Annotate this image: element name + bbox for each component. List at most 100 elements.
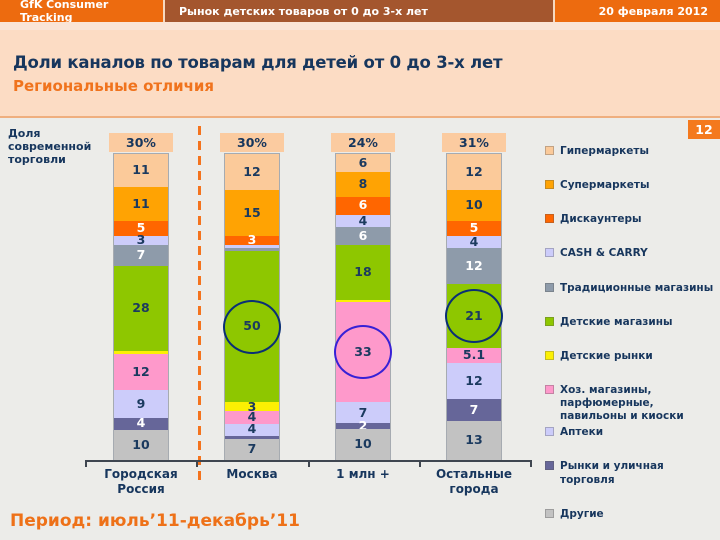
modern-trade-share-box: 30% bbox=[109, 133, 173, 152]
legend-item: Детские магазины bbox=[545, 316, 717, 329]
bar-segment: 15 bbox=[225, 190, 279, 236]
header-date: 20 февраля 2012 bbox=[555, 0, 720, 22]
legend-swatch bbox=[545, 316, 554, 326]
segment-value-label: 12 bbox=[465, 372, 483, 388]
header-report-title: Рынок детских товаров от 0 до 3-х лет bbox=[163, 0, 555, 22]
bar-segment: 12 bbox=[447, 247, 501, 285]
category-label: Остальные города bbox=[435, 467, 513, 496]
modern-trade-share-box: 30% bbox=[220, 133, 284, 152]
segment-value-label: 4 bbox=[469, 233, 479, 249]
sub-header-strip bbox=[0, 22, 720, 30]
segment-value-label: 7 bbox=[469, 401, 479, 417]
legend-swatch bbox=[545, 248, 554, 258]
legend-item: Традиционные магазины bbox=[545, 282, 717, 295]
bar-segment: 7 bbox=[114, 244, 168, 267]
bar-segment bbox=[336, 300, 390, 302]
emphasis-circle bbox=[334, 324, 392, 379]
bar-segment: 8 bbox=[336, 172, 390, 197]
legend-swatch bbox=[545, 427, 554, 437]
legend-label: Традиционные магазины bbox=[560, 281, 714, 294]
bar-segment: 4 bbox=[336, 212, 390, 228]
bar-segment: 4 bbox=[114, 417, 168, 430]
legend-swatch bbox=[545, 384, 554, 394]
segment-value-label: 7 bbox=[136, 247, 146, 263]
segment-value-label: 18 bbox=[354, 264, 372, 280]
segment-value-label: 6 bbox=[358, 197, 368, 213]
bar-segment: 10 bbox=[336, 429, 390, 460]
bar-segment bbox=[225, 247, 279, 251]
modern-trade-share-box: 24% bbox=[331, 133, 395, 152]
bar-segment: 2 bbox=[336, 420, 390, 432]
bar-segment: 12 bbox=[225, 154, 279, 191]
segment-value-label: 28 bbox=[132, 300, 150, 316]
segment-value-label: 5 bbox=[136, 219, 146, 235]
bar-segment bbox=[225, 244, 279, 248]
dashed-divider-line bbox=[198, 126, 201, 486]
legend-swatch bbox=[545, 180, 554, 190]
axis-tick bbox=[418, 460, 421, 467]
bar-segment bbox=[114, 350, 168, 354]
legend-label: Аптеки bbox=[560, 426, 604, 439]
segment-value-label: 11 bbox=[132, 162, 150, 178]
bar-segment: 10 bbox=[114, 429, 168, 460]
segment-value-label: 15 bbox=[243, 204, 261, 220]
legend-label: Детские рынки bbox=[560, 349, 653, 362]
bar-segment: 7 bbox=[447, 399, 501, 421]
segment-value-label: 9 bbox=[136, 395, 146, 411]
page-number-badge: 12 bbox=[688, 120, 720, 139]
segment-value-label: 7 bbox=[358, 404, 368, 420]
segment-value-label: 12 bbox=[465, 163, 483, 179]
segment-value-label: 3 bbox=[247, 398, 257, 414]
bar-segment: 6 bbox=[336, 196, 390, 215]
bar-segment: 4 bbox=[225, 409, 279, 425]
segment-value-label: 5.1 bbox=[462, 347, 486, 363]
bar-segment: 3 bbox=[225, 232, 279, 248]
category-label: Москва bbox=[226, 467, 278, 481]
legend-label: Супермаркеты bbox=[560, 179, 650, 192]
bar-segment: 7 bbox=[225, 438, 279, 460]
segment-value-label: 4 bbox=[247, 409, 257, 425]
category-label: 1 млн + bbox=[336, 467, 390, 481]
legend-label: Дискаунтеры bbox=[560, 213, 642, 226]
bar-segment: 12 bbox=[447, 154, 501, 191]
legend-label: Детские магазины bbox=[560, 315, 673, 328]
segment-value-label: 11 bbox=[132, 195, 150, 211]
legend-swatch bbox=[545, 146, 554, 155]
legend-item: Хоз. магазины, парфюмерные, павильоны и … bbox=[545, 384, 717, 423]
emphasis-circle bbox=[223, 299, 281, 354]
modern-trade-share-box: 31% bbox=[442, 133, 506, 152]
legend-item: Рынки и уличная торговля bbox=[545, 460, 717, 486]
bar-segment: 9 bbox=[114, 390, 168, 418]
bar-column: 30% 12 15 3 50 3 4 4 7 bbox=[220, 133, 284, 461]
segment-value-label: 10 bbox=[465, 197, 483, 213]
page-subtitle: Региональные отличия bbox=[13, 77, 215, 95]
axis-tick bbox=[307, 460, 310, 467]
legend-label: Хоз. магазины, парфюмерные, павильоны и … bbox=[560, 383, 684, 423]
bar-segment: 4 bbox=[225, 423, 279, 436]
bar-segment: 6 bbox=[336, 227, 390, 246]
segment-value-label: 10 bbox=[132, 436, 150, 452]
bar-segment: 11 bbox=[114, 154, 168, 188]
axis-tick bbox=[196, 460, 199, 467]
segment-value-label: 4 bbox=[358, 212, 368, 228]
legend-swatch bbox=[545, 282, 554, 292]
footer-period: Период: июль’11-декабрь’11 bbox=[10, 511, 300, 531]
segment-value-label: 7 bbox=[247, 441, 257, 457]
segment-value-label: 13 bbox=[465, 431, 483, 447]
header-app-title: GfK Consumer Tracking bbox=[0, 0, 163, 24]
modern-trade-side-label: Доля современной торговли bbox=[8, 127, 92, 167]
legend-item: Детские рынки bbox=[545, 350, 717, 363]
segment-value-label: 3 bbox=[247, 232, 257, 248]
bar-segment: 18 bbox=[336, 245, 390, 301]
legend-item: Гипермаркеты bbox=[545, 145, 717, 158]
bar-segment: 12 bbox=[447, 363, 501, 400]
page-title: Доли каналов по товарам для детей от 0 д… bbox=[13, 53, 503, 72]
legend-label: Другие bbox=[560, 507, 604, 520]
segment-value-label: 6 bbox=[358, 154, 368, 170]
legend: Гипермаркеты Супермаркеты Дискаунтеры CASH … bbox=[545, 145, 717, 540]
bar-segment: 11 bbox=[114, 187, 168, 221]
stacked-bar: 11 11 5 3 7 28 12 9 4 10 bbox=[113, 153, 169, 461]
bar-column: 24% 6 8 6 4 6 18 33 7 2 10 bbox=[331, 133, 395, 461]
stacked-bar: 6 8 6 4 6 18 33 7 2 10 bbox=[335, 153, 391, 461]
